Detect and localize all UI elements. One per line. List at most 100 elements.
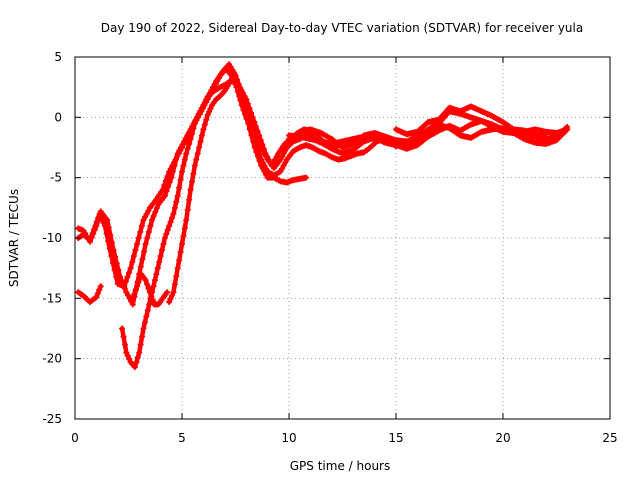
data-point — [243, 96, 250, 103]
data-point — [157, 253, 164, 260]
data-point — [181, 224, 188, 231]
data-point — [154, 265, 161, 272]
data-point — [237, 96, 244, 103]
data-point — [166, 298, 173, 305]
data-point — [258, 156, 265, 163]
data-point — [248, 109, 255, 116]
data-point — [90, 230, 97, 237]
data-point — [129, 259, 136, 266]
data-point — [108, 239, 115, 246]
y-tick-label: 5 — [54, 50, 62, 64]
data-point — [124, 292, 131, 299]
data-point — [173, 156, 180, 163]
data-point — [173, 273, 180, 280]
data-point — [144, 281, 151, 288]
y-tick-label: -10 — [42, 231, 62, 245]
data-point — [203, 116, 210, 123]
data-point — [241, 93, 248, 100]
data-point — [273, 153, 280, 160]
data-point — [91, 226, 98, 233]
data-point — [96, 286, 103, 293]
data-point — [257, 136, 264, 143]
data-point — [254, 127, 261, 134]
data-point — [165, 183, 172, 190]
data-point — [272, 156, 279, 163]
data-point — [134, 283, 141, 290]
data-point — [123, 289, 130, 296]
data-point — [251, 138, 258, 145]
data-point — [127, 265, 134, 272]
data-point — [181, 138, 188, 145]
data-point — [179, 241, 185, 248]
series-arc-f — [129, 271, 171, 308]
data-point — [141, 319, 148, 326]
data-point — [142, 213, 149, 220]
data-point — [97, 283, 104, 290]
data-point — [193, 117, 200, 124]
data-point — [166, 179, 173, 186]
data-point — [166, 222, 173, 229]
data-point — [282, 159, 289, 166]
data-point — [256, 152, 263, 159]
data-point — [177, 144, 184, 151]
data-point — [303, 174, 310, 181]
data-point — [139, 333, 146, 340]
data-point — [129, 301, 136, 308]
data-point — [145, 207, 152, 214]
data-point — [279, 165, 286, 172]
data-point — [139, 256, 146, 263]
data-point — [171, 281, 178, 288]
data-point — [134, 354, 141, 361]
data-point — [88, 234, 95, 241]
data-point — [186, 196, 193, 203]
x-tick-label: 5 — [178, 431, 186, 445]
data-point — [280, 162, 287, 169]
data-point — [277, 168, 284, 175]
data-point — [177, 249, 184, 256]
data-point — [173, 198, 180, 205]
data-point — [152, 209, 159, 216]
data-point — [123, 349, 130, 356]
data-point — [107, 231, 114, 238]
data-point — [201, 121, 208, 128]
data-point — [231, 76, 238, 83]
data-point — [265, 156, 272, 163]
data-point — [191, 120, 198, 127]
data-point — [260, 146, 267, 153]
data-point — [187, 186, 194, 193]
data-point — [133, 359, 140, 366]
x-tick-label: 25 — [602, 431, 617, 445]
series-arc-j — [307, 117, 571, 157]
data-point — [159, 247, 166, 254]
data-point — [176, 257, 183, 264]
data-point — [142, 277, 149, 284]
data-point — [256, 132, 263, 139]
data-point — [268, 162, 275, 169]
data-point — [564, 126, 571, 133]
data-point — [120, 333, 127, 340]
data-point — [94, 290, 101, 297]
data-point — [148, 293, 155, 300]
data-point — [179, 168, 185, 175]
data-point — [244, 100, 251, 107]
data-point — [171, 162, 178, 169]
data-point — [169, 168, 176, 175]
data-point — [243, 115, 250, 122]
data-point — [115, 266, 122, 273]
data-point — [190, 125, 197, 132]
data-point — [124, 274, 131, 281]
x-tick-label: 20 — [495, 431, 510, 445]
data-point — [240, 106, 247, 113]
data-point — [259, 141, 266, 148]
data-point — [143, 313, 150, 320]
data-point — [161, 235, 168, 241]
data-point — [261, 162, 268, 169]
data-point — [279, 153, 286, 160]
data-point — [176, 147, 183, 154]
data-point — [174, 265, 181, 272]
data-point — [186, 140, 193, 147]
y-tick-label: -25 — [42, 412, 62, 426]
data-point — [169, 292, 176, 299]
data-point — [277, 156, 284, 163]
data-point — [180, 232, 187, 239]
